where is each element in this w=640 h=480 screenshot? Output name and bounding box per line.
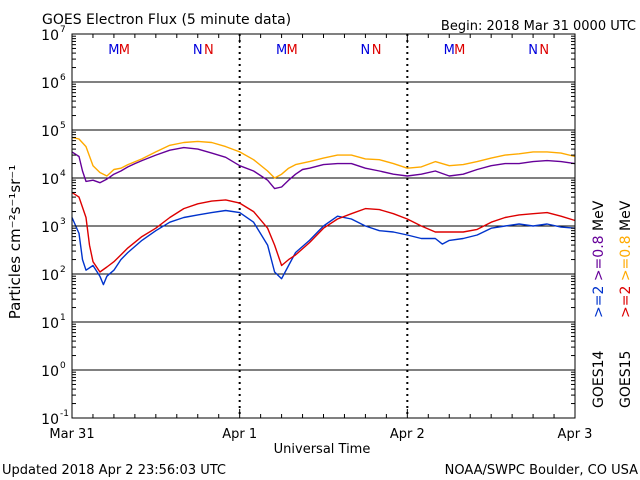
y-tick-exponent: 1 <box>60 313 66 323</box>
y-tick-label: 10 <box>41 28 59 44</box>
legend-channel: MeV <box>591 200 607 235</box>
y-tick-label: 10 <box>41 412 59 428</box>
marker-label: N <box>193 43 203 58</box>
y-tick-label: 10 <box>41 316 59 332</box>
marker-label: M <box>444 43 455 58</box>
marker-label: M <box>276 43 287 58</box>
series-line <box>71 136 576 179</box>
marker-label: N <box>361 43 371 58</box>
y-tick-exponent: 2 <box>60 265 66 275</box>
x-tick-label: Apr 1 <box>222 427 257 442</box>
marker-label: M <box>286 43 297 58</box>
legend-satellite: GOES15 <box>618 351 634 408</box>
series-line <box>71 191 576 273</box>
begin-date: Begin: 2018 Mar 31 0000 UTC <box>441 19 636 34</box>
legend-channel: >=0.8 <box>618 235 634 285</box>
legend-channel-line: >=2 >=0.8 MeV <box>618 200 634 318</box>
series-line <box>71 146 576 190</box>
marker-label: M <box>119 43 130 58</box>
chart-title: GOES Electron Flux (5 minute data) <box>42 12 291 28</box>
y-tick-label: 10 <box>41 124 59 140</box>
legend-channel-line: >=2 >=0.8 MeV <box>591 200 607 318</box>
legend-channel: MeV <box>618 200 634 235</box>
legend-channel: >=2 <box>591 286 607 318</box>
legend-layer: GOES14 >=2 >=0.8 MeV GOES15 >=2 >=0.8 MeV <box>591 200 634 408</box>
series-layer <box>71 136 576 286</box>
y-tick-label: 10 <box>41 172 59 188</box>
marker-label: N <box>528 43 538 58</box>
legend-channel: >=2 <box>618 286 634 318</box>
series-line <box>71 209 576 286</box>
y-tick-label: 10 <box>41 268 59 284</box>
y-tick-exponent: 4 <box>60 169 66 179</box>
x-tick-label: Mar 31 <box>49 427 94 442</box>
credit-text: NOAA/SWPC Boulder, CO USA <box>445 463 638 478</box>
x-axis-label: Universal Time <box>274 442 371 457</box>
y-axis-label: Particles cm⁻²s⁻¹sr⁻¹ <box>6 165 24 319</box>
marker-label: M <box>454 43 465 58</box>
marker-label: N <box>372 43 382 58</box>
y-tick-exponent: 5 <box>60 121 66 131</box>
y-tick-label: 10 <box>41 76 59 92</box>
marker-label: M <box>108 43 119 58</box>
y-tick-exponent: 0 <box>60 361 66 371</box>
grid-layer <box>72 34 575 418</box>
updated-timestamp: Updated 2018 Apr 2 23:56:03 UTC <box>2 463 226 478</box>
x-tick-label: Apr 2 <box>390 427 425 442</box>
y-tick-label: 10 <box>41 220 59 236</box>
y-tick-label: 10 <box>41 364 59 380</box>
legend-satellite: GOES14 <box>591 350 607 408</box>
y-tick-exponent: 7 <box>60 25 66 35</box>
x-tick-label: Apr 3 <box>558 427 593 442</box>
y-tick-exponent: 6 <box>60 73 66 83</box>
y-tick-exponent: -1 <box>60 409 69 419</box>
marker-label: N <box>204 43 214 58</box>
y-tick-exponent: 3 <box>60 217 66 227</box>
marker-label: N <box>539 43 549 58</box>
legend-channel: >=0.8 <box>591 235 607 285</box>
